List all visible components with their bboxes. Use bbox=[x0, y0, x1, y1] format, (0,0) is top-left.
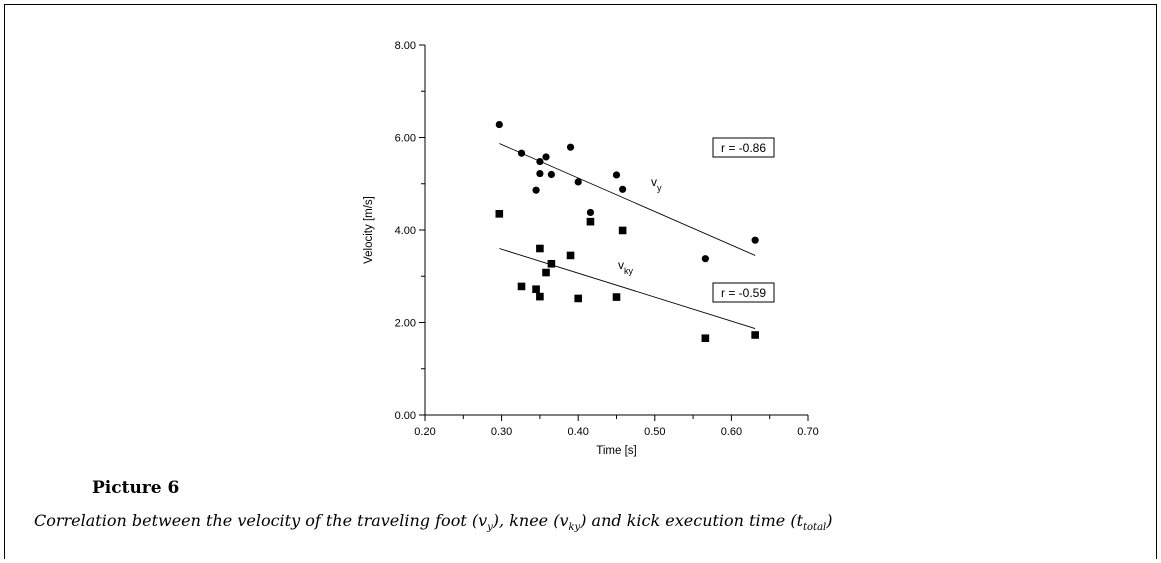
vy-point bbox=[612, 171, 621, 179]
chart-axes: 0.20 0.30 0.40 0.50 0.60 0.70 0.00 2.00 4.00 6.00… bbox=[363, 40, 819, 457]
vky-trendline bbox=[499, 248, 756, 329]
scatter-chart: 0.20 0.30 0.40 0.50 0.60 0.70 0.00 2.00 4.00 6.00… bbox=[363, 40, 819, 457]
vy-point bbox=[536, 169, 544, 178]
y-tick-label: 2.00 bbox=[395, 318, 416, 330]
y-tick-label: 4.00 bbox=[395, 225, 416, 237]
y-axis-title: Velocity [m/s] bbox=[363, 196, 375, 264]
chart-annotations: vy vky r = -0.86 r = -0.59 bbox=[618, 137, 775, 303]
vy-point bbox=[619, 185, 627, 193]
vy-point bbox=[751, 236, 759, 244]
vky-point bbox=[751, 331, 759, 339]
vky-point bbox=[566, 251, 575, 260]
vky-point bbox=[536, 244, 544, 253]
vy-point bbox=[532, 186, 540, 194]
vy-point bbox=[586, 208, 595, 217]
vky-point bbox=[612, 293, 621, 301]
vky-point bbox=[536, 292, 544, 301]
vky-point bbox=[495, 210, 504, 218]
vy-r-label: r = -0.86 bbox=[721, 141, 766, 155]
vky-point bbox=[532, 285, 540, 293]
vy-point bbox=[542, 153, 550, 161]
vy-point bbox=[547, 170, 555, 179]
vy-point bbox=[495, 120, 503, 129]
x-tick-label: 0.50 bbox=[644, 426, 665, 438]
x-tick-label: 0.20 bbox=[414, 426, 435, 438]
vky-point bbox=[618, 226, 627, 235]
vky-r-label: r = -0.59 bbox=[721, 286, 766, 300]
vky-series-label: vky bbox=[618, 258, 634, 276]
vy-series-label: vy bbox=[651, 175, 662, 193]
vy-point bbox=[566, 143, 575, 151]
y-tick-label: 0.00 bbox=[395, 410, 416, 422]
vy-r-box bbox=[712, 137, 775, 158]
vy-point bbox=[536, 157, 544, 166]
vky-r-box bbox=[712, 282, 775, 303]
vy-point bbox=[517, 149, 526, 157]
data-points bbox=[495, 120, 759, 343]
x-tick-label: 0.60 bbox=[721, 426, 742, 438]
vky-point bbox=[574, 294, 582, 303]
y-tick-label: 6.00 bbox=[395, 133, 416, 145]
vky-point bbox=[547, 259, 556, 268]
vky-point bbox=[701, 334, 710, 343]
vy-point bbox=[574, 178, 582, 186]
y-tick-label: 8.00 bbox=[395, 40, 416, 52]
vky-point bbox=[542, 268, 550, 277]
x-tick-label: 0.30 bbox=[491, 426, 512, 438]
figure-frame bbox=[4, 4, 1157, 559]
vky-point bbox=[586, 217, 595, 226]
x-tick-label: 0.70 bbox=[797, 426, 818, 438]
vky-point bbox=[517, 282, 526, 291]
figure-caption-title: Picture 6 bbox=[92, 478, 180, 498]
x-tick-label: 0.40 bbox=[567, 426, 588, 438]
figure-caption-text: Correlation between the velocity of the … bbox=[34, 511, 833, 534]
vy-point bbox=[701, 255, 709, 263]
x-axis-title: Time [s] bbox=[596, 445, 636, 457]
